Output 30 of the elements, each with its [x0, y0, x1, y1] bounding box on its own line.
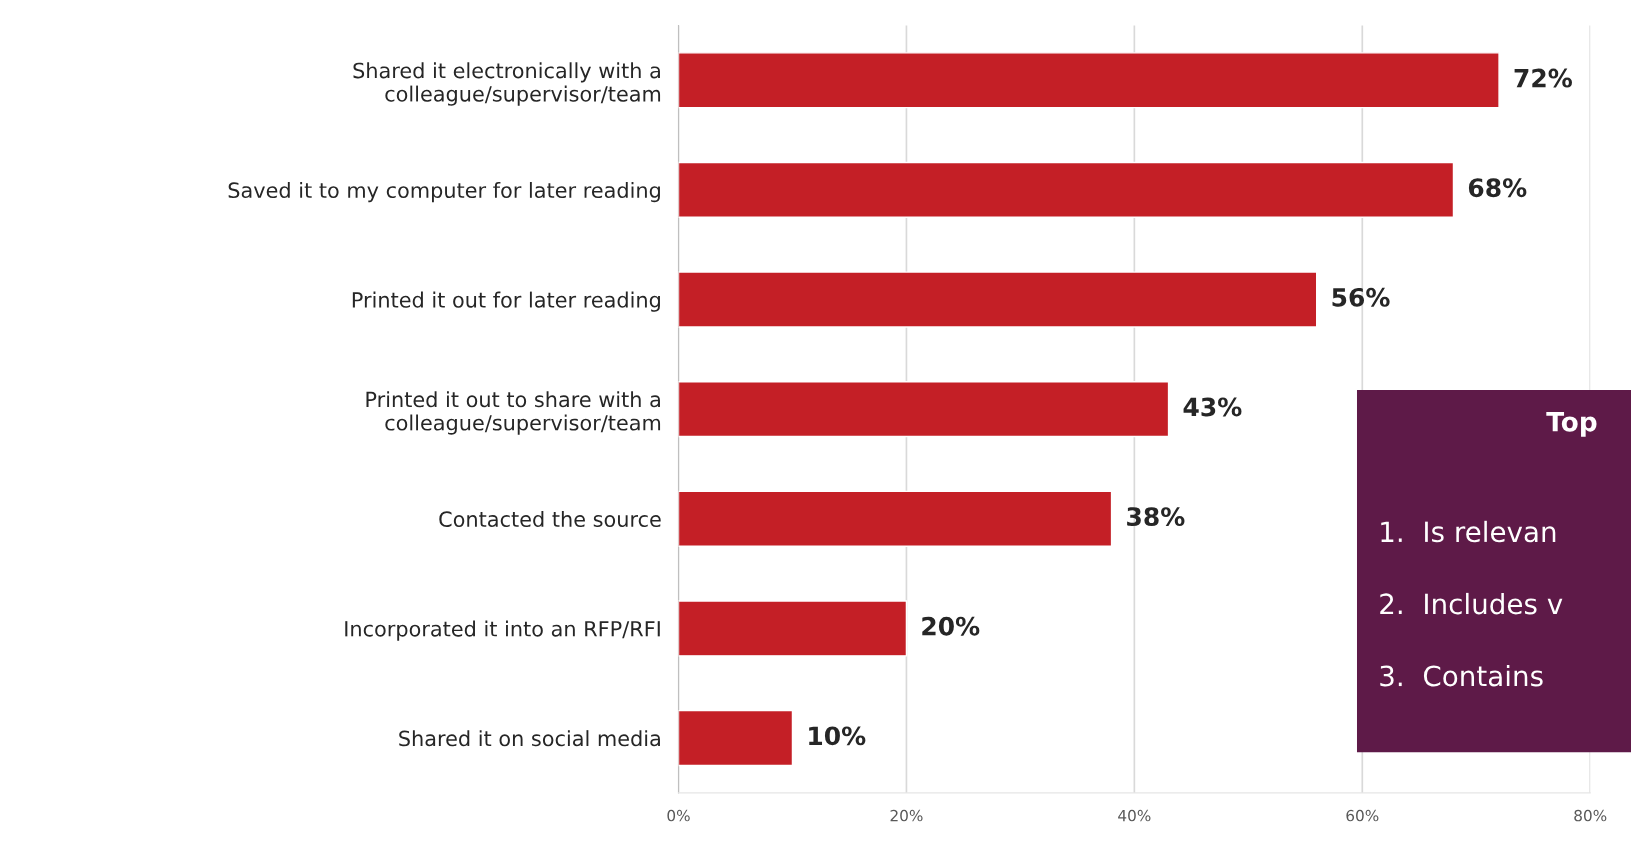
bar [678, 490, 1113, 547]
x-tick-label: 0% [667, 809, 690, 822]
x-tick-label: 40% [1118, 809, 1151, 822]
bar [678, 271, 1318, 328]
data-label: 10% [809, 726, 866, 746]
y-tick-label: Saved it to my computer for later reading [228, 181, 660, 203]
annotation: Top [1546, 412, 1597, 437]
y-tick-label: Contacted the source [439, 510, 661, 528]
data-label: 38% [1127, 507, 1185, 527]
x-tick-label: 80% [1574, 809, 1607, 822]
annotation: 2. Includes v [1380, 592, 1563, 615]
data-label: 72% [1514, 68, 1572, 88]
y-tick-label: Printed it out for later reading [352, 291, 660, 312]
bar [678, 381, 1170, 438]
data-label: 56% [1332, 287, 1390, 307]
data-label: 68% [1468, 178, 1527, 198]
bar [678, 600, 908, 657]
y-tick-label: Shared it on social media [399, 730, 660, 747]
y-tick-label: Shared it electronically with a colleague/supervisor/team [353, 62, 661, 106]
x-tick-label: 20% [890, 809, 923, 822]
data-label: 43% [1183, 397, 1242, 417]
data-label: 20% [922, 616, 980, 636]
annotation: 1. Is relevan [1381, 520, 1556, 543]
bar [678, 709, 794, 767]
bar [678, 161, 1455, 218]
bar [678, 52, 1500, 109]
x-tick-label: 60% [1346, 809, 1379, 822]
y-tick-label: Incorporated it into an RFP/RFI [345, 620, 660, 641]
annotation: 3. Contains [1380, 664, 1543, 687]
y-tick-label: Printed it out to share with a colleague/supervisor/team [366, 391, 661, 435]
